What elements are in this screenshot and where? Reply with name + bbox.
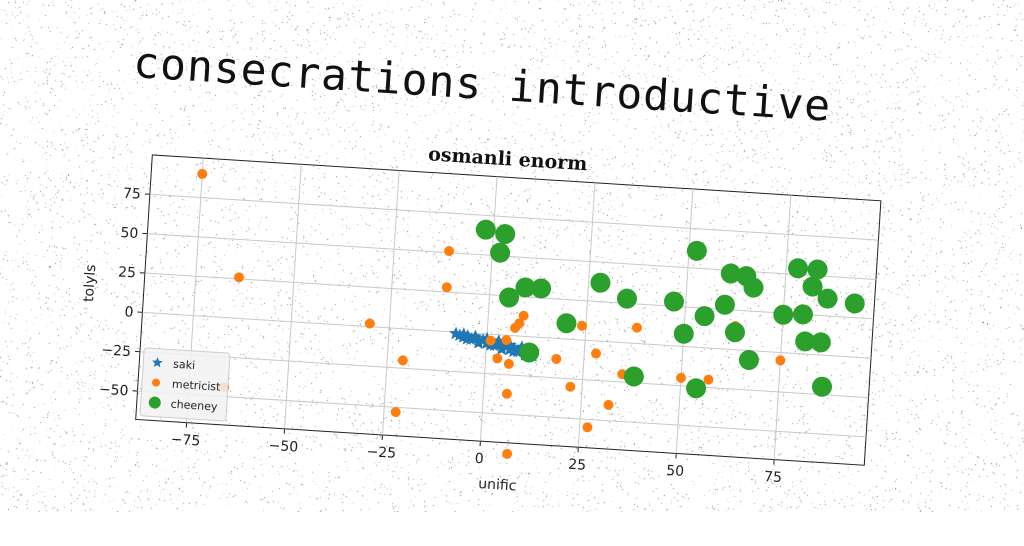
cheeney-point xyxy=(663,291,684,312)
cheeney-point xyxy=(623,366,644,387)
cheeney-point xyxy=(495,223,516,244)
cheeney-point xyxy=(531,278,552,299)
y-axis-label: tolyls xyxy=(81,264,99,302)
legend-label-saki: saki xyxy=(173,358,196,372)
metricist-point xyxy=(565,381,576,392)
metricist-point xyxy=(582,422,593,433)
metricist-point xyxy=(398,355,409,366)
y-grid-line xyxy=(137,391,866,437)
metricist-point xyxy=(444,246,455,257)
y-tick-label: 50 xyxy=(120,225,139,242)
metricist-point xyxy=(676,373,687,384)
x-tick-label: 25 xyxy=(568,457,587,474)
cheeney-point xyxy=(556,313,577,334)
cheeney-point xyxy=(787,258,808,279)
chart-title: osmanli enorm xyxy=(428,143,588,175)
grid-lines xyxy=(136,155,881,465)
metricist-point xyxy=(775,355,786,366)
cheeney-point xyxy=(616,288,637,309)
x-tick-label: 0 xyxy=(474,451,484,468)
metricist-point xyxy=(632,322,643,333)
cheeney-point xyxy=(714,294,735,315)
metricist-point xyxy=(390,407,401,418)
metricist-point xyxy=(442,282,453,293)
chart-container: osmanli enorm −75 −50 −25 0 25 50 75 −50 −25 0 25 5… xyxy=(51,110,913,542)
metricist-point xyxy=(551,354,562,365)
y-tick-label: 25 xyxy=(118,264,137,281)
cheeney-point xyxy=(724,322,745,343)
metricist-point xyxy=(502,388,513,399)
plot-area xyxy=(136,155,881,465)
cheeney-point xyxy=(773,304,794,325)
scatter-chart: osmanli enorm −75 −50 −25 0 25 50 75 −50 −25 0 25 5… xyxy=(51,110,913,542)
x-tick-label: 50 xyxy=(666,463,685,480)
cheeney-point xyxy=(590,272,611,293)
cheeney-point xyxy=(792,304,813,325)
x-axis-label: unific xyxy=(478,476,517,494)
metricist-point xyxy=(603,400,614,411)
metricist-point xyxy=(234,272,245,283)
x-tick-label: −50 xyxy=(268,438,298,456)
x-tick-label: −75 xyxy=(170,432,200,450)
data-points xyxy=(181,169,871,481)
cheeney-point xyxy=(685,378,706,399)
y-tick-label: −50 xyxy=(98,382,128,400)
y-tick-label: 75 xyxy=(123,186,142,203)
cheeney-point xyxy=(738,349,759,370)
x-tick-label: 75 xyxy=(764,469,783,486)
cheeney-point xyxy=(673,323,694,344)
y-tick-label: −25 xyxy=(101,342,131,360)
metricist-point xyxy=(502,449,513,460)
x-tick-label: −25 xyxy=(366,444,396,462)
metricist-point xyxy=(504,359,515,370)
cheeney-point xyxy=(844,293,865,314)
y-tick-label: 0 xyxy=(124,304,134,321)
metricist-point xyxy=(492,353,503,364)
metricist-point xyxy=(197,169,208,180)
cheeney-point xyxy=(810,332,831,353)
metricist-point xyxy=(591,348,602,359)
